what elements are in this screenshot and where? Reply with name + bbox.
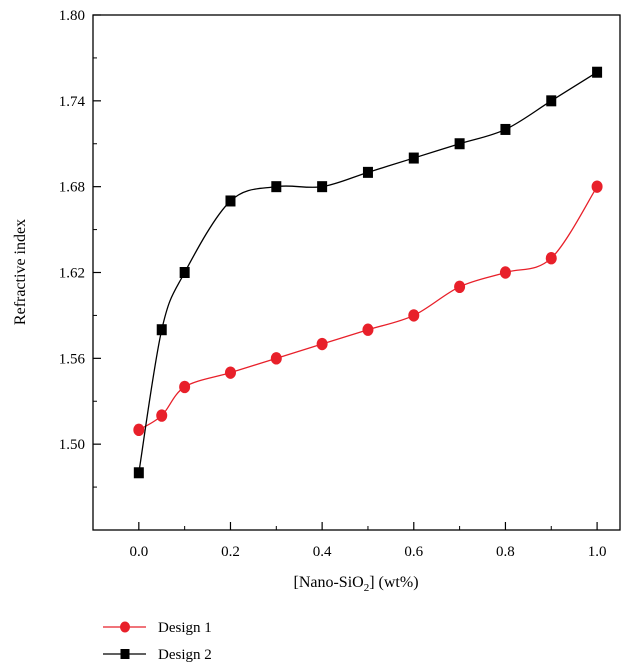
y-tick-label: 1.74 [59,94,86,110]
data-point-square [408,152,419,164]
data-point-square [271,181,282,193]
series-line [138,71,598,473]
x-axis-label-main: [Nano-SiO [293,574,363,591]
data-point-square [592,66,603,78]
data-point-square [500,123,511,135]
x-tick-label: 0.4 [313,544,332,560]
data-point-square [362,166,373,178]
x-tick-label: 0.2 [221,544,240,560]
legend-label: Design 2 [158,647,212,663]
data-point-circle [545,251,557,265]
plot-frame [92,14,621,531]
data-point-square [225,195,236,207]
data-point-circle [362,323,374,336]
data-point-circle [499,266,511,279]
series-line [138,186,598,431]
x-tick-label: 0.0 [129,544,148,560]
data-point-circle [224,366,236,379]
data-point-square [546,95,557,107]
data-point-square [454,138,465,150]
legend-marker-square [120,649,130,659]
x-tick-label: 0.8 [496,544,515,560]
x-tick-label: 0.6 [404,544,423,560]
y-tick-label: 1.62 [59,266,85,282]
y-tick-label: 1.80 [59,8,85,24]
data-point-circle [133,423,145,437]
ticks-layer: 0.0 0.2 0.4 0.6 0.8 1.0 1.50 1.56 1.62 1.68 1.74 1.… [59,8,607,560]
data-point-square [133,467,144,479]
series-2 [133,66,603,479]
legend-marker-circle [120,621,130,633]
series-1 [133,180,603,437]
data-point-circle [591,180,603,193]
data-point-square [179,267,190,278]
y-tick-label: 1.50 [59,437,85,453]
legend: Design 1 Design 2 [103,620,212,663]
x-tick-label: 1.0 [588,544,607,560]
data-point-circle [316,337,328,351]
data-point-circle [270,352,282,365]
x-axis-label-tail: ] (wt%) [369,574,418,591]
y-tick-label: 1.68 [59,180,85,196]
data-point-square [317,181,328,193]
series-layer [133,66,603,479]
data-point-circle [179,380,191,394]
data-point-circle [156,409,168,422]
data-point-square [156,324,167,336]
x-axis-label: [Nano-SiO2] (wt%) [293,574,418,594]
x-axis-label-subscript: 2 [364,582,370,594]
y-tick-label: 1.56 [59,351,86,367]
y-axis-label: Refractive index [12,219,29,325]
data-point-circle [454,280,466,294]
data-point-circle [408,309,420,322]
legend-label: Design 1 [158,620,212,636]
